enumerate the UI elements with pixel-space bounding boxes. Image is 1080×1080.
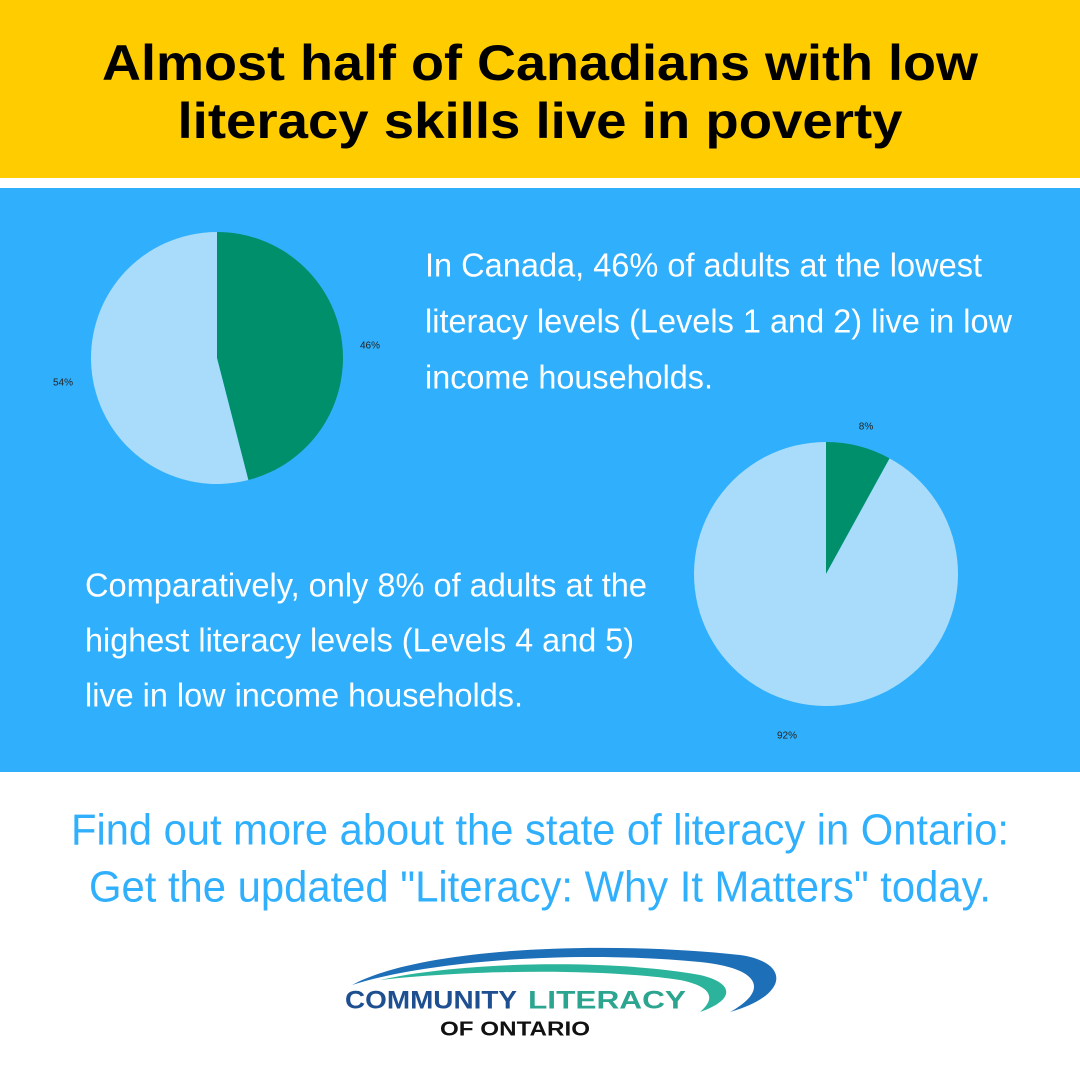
pie-slice xyxy=(90,232,249,484)
paragraph-line: live in low income households. xyxy=(85,677,523,714)
title-line: literacy skills live in poverty xyxy=(178,93,903,149)
slice-label: 54% xyxy=(53,378,73,389)
paragraph-line: Comparatively, only 8% of adults at the xyxy=(85,567,647,604)
logo-word: LITERACY xyxy=(528,987,686,1015)
logo-swoosh xyxy=(352,947,777,1012)
paragraph-line: literacy levels (Levels 1 and 2) live in… xyxy=(425,303,1012,340)
header-band xyxy=(0,0,1080,178)
slice-label: 8% xyxy=(859,422,874,433)
footer-line: Find out more about the state of literac… xyxy=(71,806,1009,855)
pie-slice xyxy=(217,232,343,481)
footer-line: Get the updated "Literacy: Why It Matter… xyxy=(89,863,991,912)
paragraph-line: income households. xyxy=(425,359,713,396)
slice-label: 92% xyxy=(777,731,797,742)
paragraph-line: highest literacy levels (Levels 4 and 5) xyxy=(85,622,634,659)
pie-slice xyxy=(694,442,959,706)
pie-slice xyxy=(826,442,890,574)
slice-label: 46% xyxy=(360,341,380,352)
paragraph-line: In Canada, 46% of adults at the lowest xyxy=(425,247,982,284)
title-line: Almost half of Canadians with low xyxy=(102,35,978,91)
logo-subtitle: OF ONTARIO xyxy=(440,1018,590,1040)
logo-word: COMMUNITY xyxy=(345,987,517,1015)
logo: COMMUNITY LITERACY OF ONTARIO xyxy=(345,947,777,1040)
